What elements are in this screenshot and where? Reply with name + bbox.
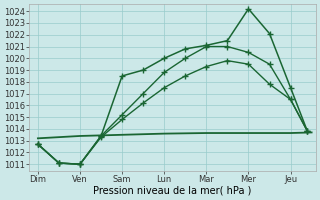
X-axis label: Pression niveau de la mer( hPa ): Pression niveau de la mer( hPa ) (93, 186, 252, 196)
